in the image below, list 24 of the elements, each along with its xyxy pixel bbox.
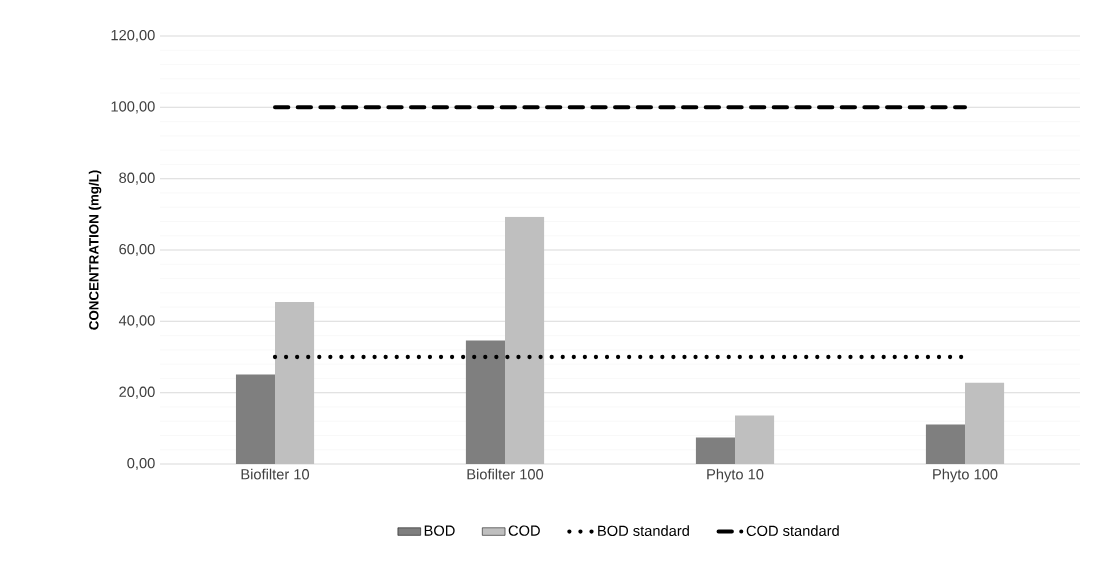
x-tick-label: Biofilter 100 [467,468,544,480]
y-tick-label: 60,00 [119,243,155,257]
bar [505,216,545,464]
bar [965,382,1005,464]
y-axis-title: CONCENTRATION (mg/L) [88,170,102,330]
y-tick-label: 120,00 [111,29,155,43]
legend-label: BOD standard [598,525,689,537]
y-tick-label: 40,00 [118,315,155,328]
x-tick-label: Biofilter 10 [241,468,310,480]
x-tick-label: Phyto 100 [933,468,998,483]
y-tick-label: 100,00 [111,101,155,114]
bar [235,374,275,464]
y-tick-label: 0,00 [127,457,155,471]
y-tick-label: 80,00 [119,172,155,185]
bar [735,415,775,464]
legend-label: COD standard [746,525,839,537]
bar [465,340,506,464]
legend-label: COD [508,525,540,536]
bar [695,437,736,464]
bar [925,424,966,464]
x-tick-label: Phyto 10 [707,468,764,483]
legend-label: BOD [424,525,455,536]
y-tick-label: 20,00 [119,386,155,399]
bar [275,302,315,464]
